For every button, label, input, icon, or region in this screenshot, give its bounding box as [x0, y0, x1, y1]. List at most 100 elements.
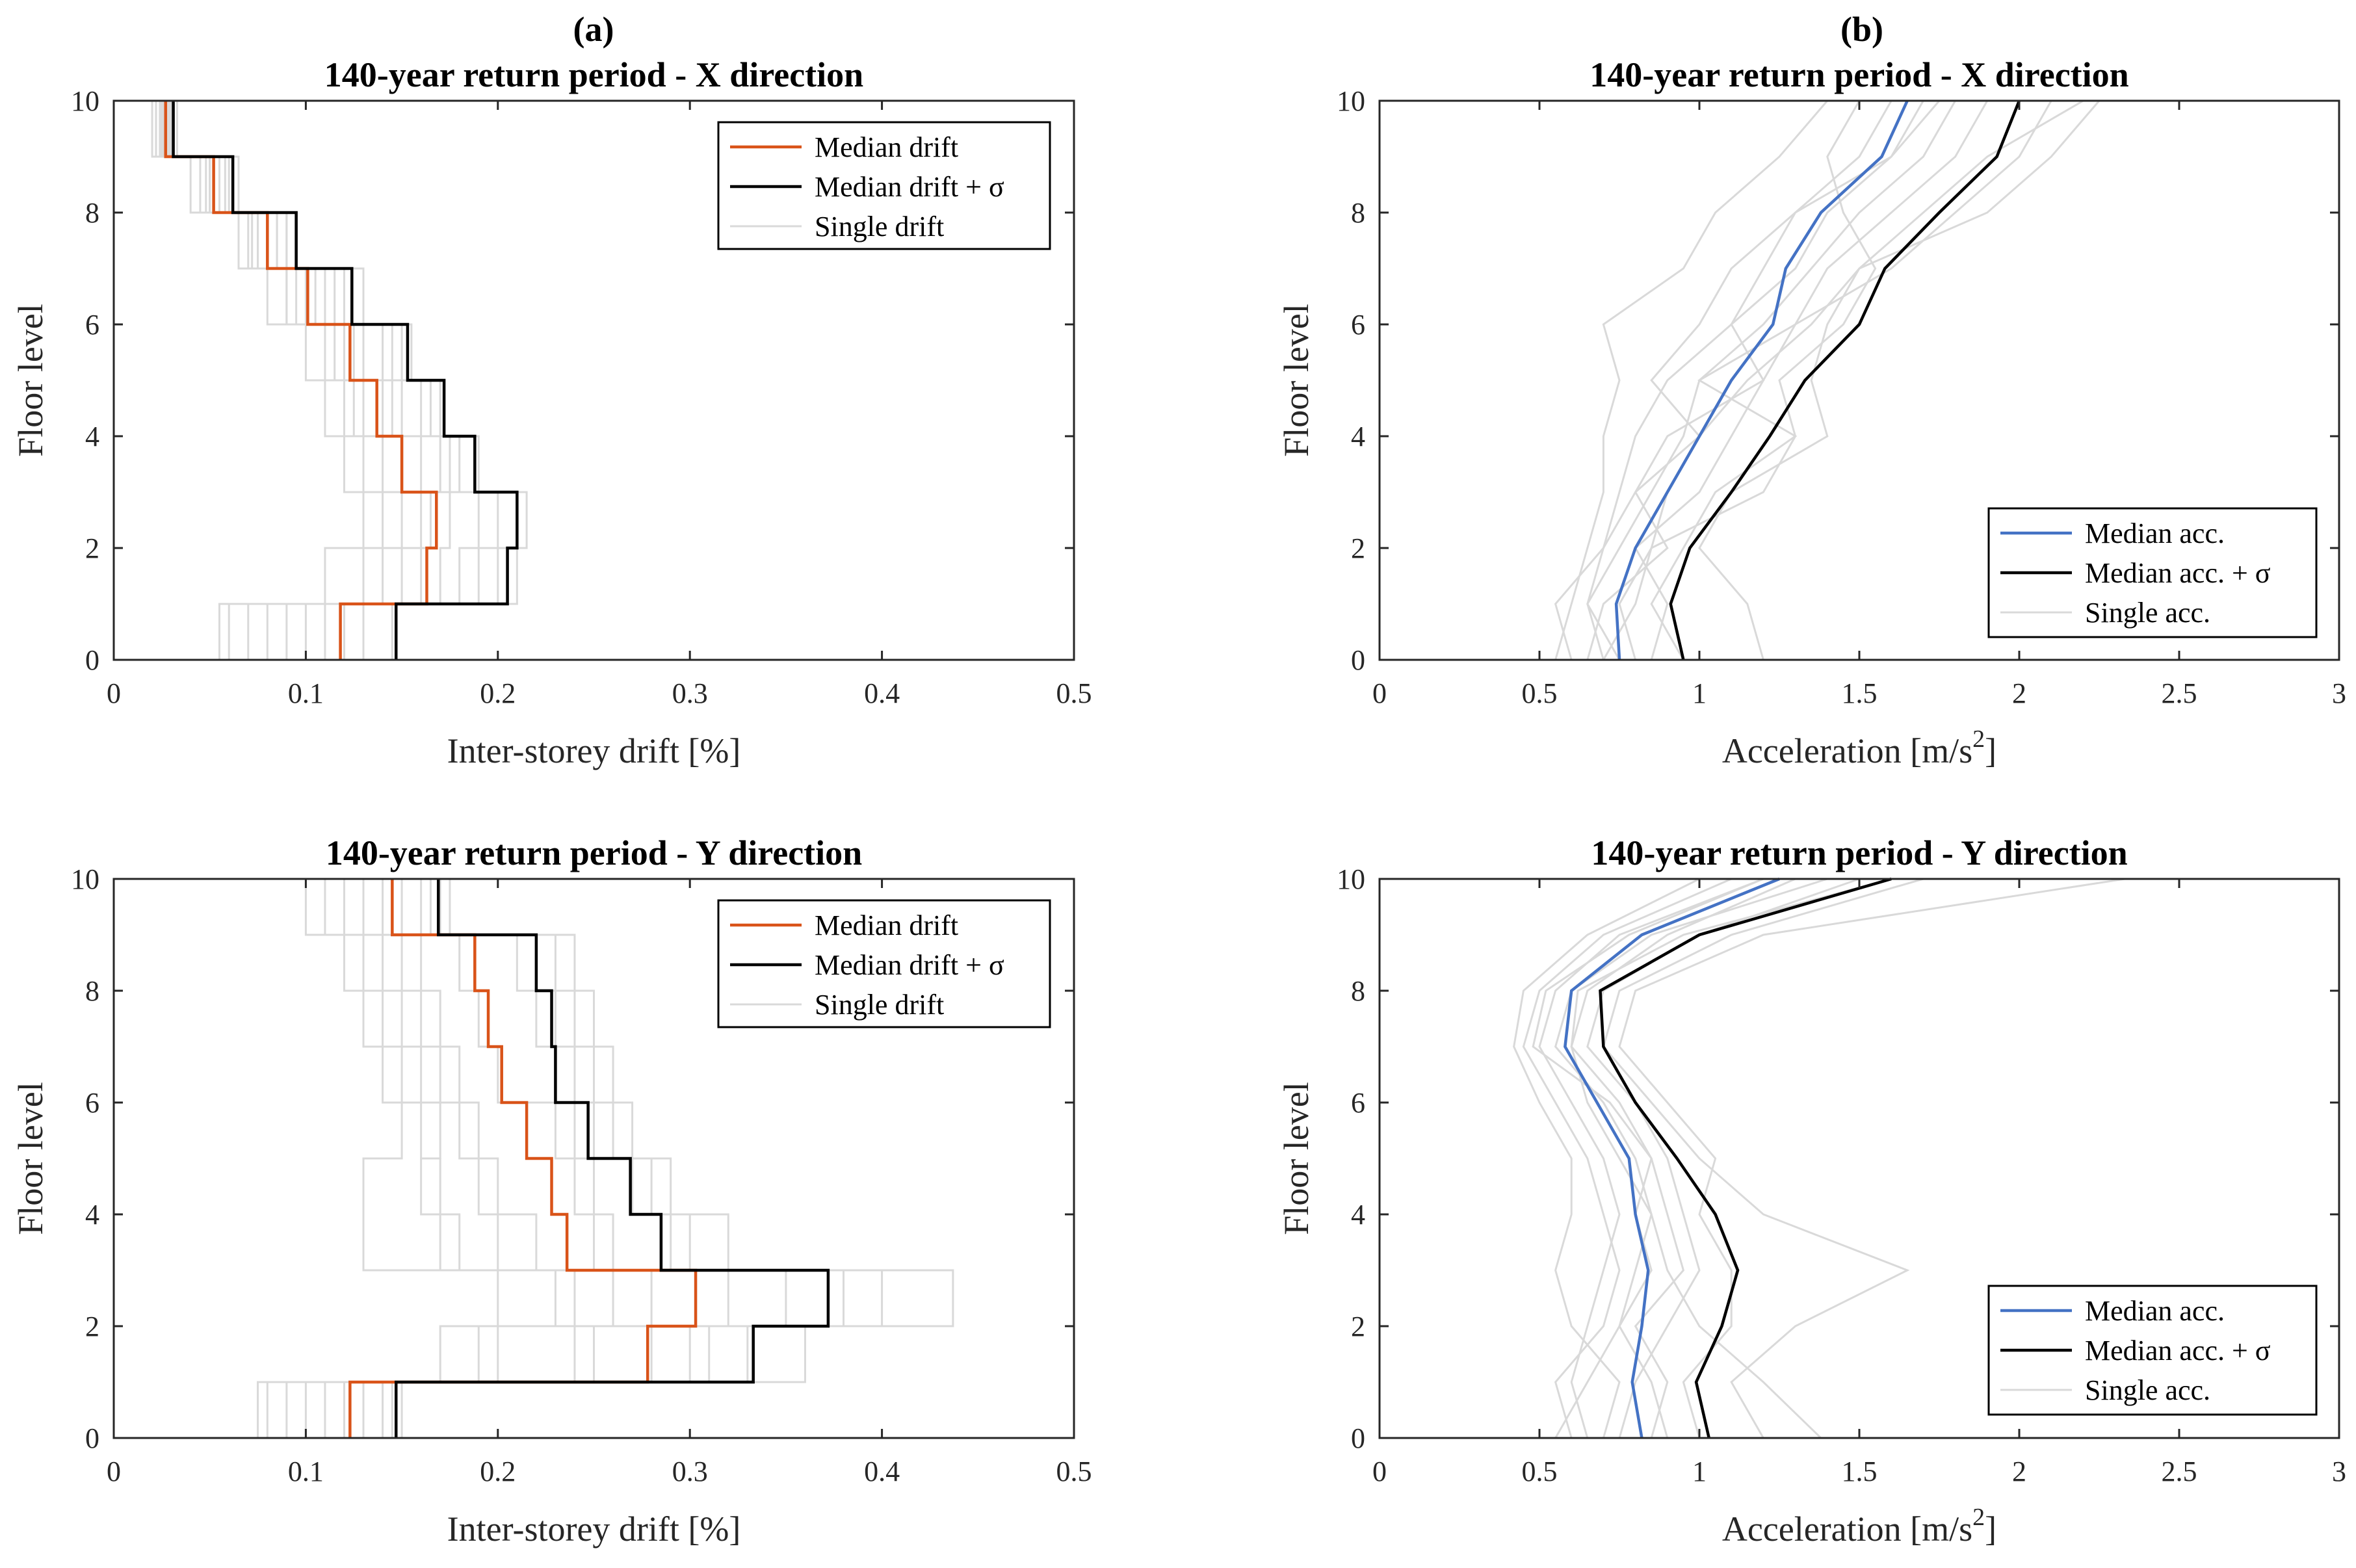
single-line-6 [1554, 100, 1828, 660]
legend-median-acc: Median acc. [2085, 517, 2225, 549]
drift-y-chart: 0 0.1 0.2 0.3 0.4 0.5 0 2 4 6 8 10 140-year return p… [11, 833, 1092, 1548]
x-tick-label: 2 [2012, 1456, 2026, 1487]
x-axis-label-end: ] [1985, 731, 1996, 770]
single-line-10 [1532, 878, 1764, 1439]
median-acc-line [1614, 100, 1909, 660]
y-tick-label: 0 [85, 644, 99, 676]
median-drift-sigma-line [394, 879, 830, 1438]
acceleration-x-chart: 0 0.5 1 1.5 2 2.5 3 0 2 4 6 8 10 140-year return peri… [1277, 55, 2346, 770]
x-tick-label: 0.5 [1522, 1456, 1558, 1487]
x-axis-label-sup: 2 [1972, 725, 1985, 753]
x-axis-label-main: Acceleration [m/s [1722, 731, 1972, 770]
y-tick-label: 0 [1351, 644, 1365, 676]
median-drift-line [164, 101, 438, 660]
legend-single-acc: Single acc. [2085, 597, 2210, 629]
y-tick-label: 4 [1351, 421, 1365, 452]
legend-single-drift: Single drift [815, 211, 944, 242]
y-tick-label: 6 [85, 309, 99, 341]
median-acc-sigma-line [1599, 877, 1892, 1439]
y-axis-label: Floor level [11, 1082, 50, 1235]
x-tick-label: 0.1 [288, 1456, 324, 1487]
legend-box [717, 899, 1051, 1028]
y-tick-label: 6 [1351, 1087, 1365, 1119]
y-tick-label: 0 [1351, 1422, 1365, 1454]
y-tick-label: 10 [71, 863, 99, 895]
x-tick-label: 3 [2332, 677, 2346, 709]
x-axis-label-main: Acceleration [m/s [1722, 1509, 1972, 1548]
single-line-7 [1650, 100, 2052, 660]
y-axis-label: Floor level [11, 304, 50, 456]
legend-single-acc: Single acc. [2085, 1374, 2210, 1406]
x-axis-label: Acceleration [m/s2] [1722, 725, 1996, 770]
y-tick-label: 8 [85, 975, 99, 1007]
x-tick-label: 2 [2012, 677, 2026, 709]
single-line-4 [1698, 99, 2084, 660]
median-acc-line [1564, 877, 1780, 1439]
x-tick-label: 0.4 [864, 1456, 900, 1487]
x-tick-label: 1.5 [1842, 1456, 1878, 1487]
x-tick-label: 0 [1372, 1456, 1387, 1487]
single-line-9 [266, 879, 576, 1438]
y-tick-label: 10 [1337, 863, 1365, 895]
legend-median-drift-sigma: Median drift + σ [815, 171, 1004, 203]
chart-title: 140-year return period - Y direction [326, 833, 862, 872]
x-tick-label: 0 [107, 1456, 121, 1487]
x-axis-label-end: ] [1985, 1509, 1996, 1548]
y-tick-label: 8 [85, 197, 99, 229]
single-line-6 [1538, 878, 1764, 1439]
x-axis-label: Inter-storey drift [%] [447, 731, 741, 770]
x-tick-label: 0.3 [672, 677, 708, 709]
median-acc-sigma-line [1669, 100, 2021, 660]
median-drift-line [348, 879, 698, 1438]
x-tick-label: 1 [1692, 677, 1707, 709]
single-line-4 [1513, 878, 1700, 1439]
single-line-1 [1554, 100, 1892, 660]
y-tick-label: 10 [71, 85, 99, 117]
single-line-3 [1602, 878, 1924, 1439]
panel-label-b: (b) [1840, 10, 1883, 49]
x-tick-label: 0.1 [288, 677, 324, 709]
chart-title: 140-year return period - X direction [324, 55, 863, 94]
single-line-8 [1618, 100, 1877, 660]
drift-x-chart: 0 0.1 0.2 0.3 0.4 0.5 0 2 4 6 8 10 140-year return p… [11, 55, 1092, 770]
axes-box [112, 99, 1075, 661]
x-tick-label: 1 [1692, 1456, 1707, 1487]
x-axis-label: Acceleration [m/s2] [1722, 1504, 1996, 1548]
y-tick-label: 4 [1351, 1199, 1365, 1231]
x-tick-label: 0.5 [1056, 1456, 1092, 1487]
x-axis-label: Inter-storey drift [%] [447, 1509, 741, 1548]
axes-box [112, 878, 1075, 1439]
x-tick-label: 1.5 [1842, 677, 1878, 709]
x-tick-label: 2.5 [2162, 1456, 2197, 1487]
chart-title: 140-year return period - X direction [1590, 55, 2128, 94]
y-tick-label: 6 [1351, 309, 1365, 341]
y-tick-label: 10 [1337, 85, 1365, 117]
x-tick-label: 0.2 [480, 677, 516, 709]
x-tick-label: 0.5 [1522, 677, 1558, 709]
legend-median-drift: Median drift [815, 131, 958, 163]
y-tick-label: 4 [85, 1199, 99, 1231]
x-tick-label: 0 [107, 677, 121, 709]
x-tick-label: 0.3 [672, 1456, 708, 1487]
legend-median-drift: Median drift [815, 909, 958, 941]
single-line-7 [1554, 878, 1828, 1439]
median-drift-sigma-line [172, 101, 519, 660]
x-tick-label: 0.5 [1056, 677, 1092, 709]
y-tick-label: 2 [1351, 1311, 1365, 1342]
legend-median-acc: Median acc. [2085, 1295, 2225, 1327]
x-axis-label-sup: 2 [1972, 1504, 1985, 1531]
y-tick-label: 2 [85, 1311, 99, 1342]
single-line-9 [1603, 100, 2101, 660]
single-line-6 [304, 879, 499, 1438]
y-tick-label: 8 [1351, 975, 1365, 1007]
x-tick-label: 0.2 [480, 1456, 516, 1487]
y-axis-label: Floor level [1277, 304, 1316, 456]
legend-median-drift-sigma: Median drift + σ [815, 949, 1004, 981]
y-axis-label: Floor level [1277, 1082, 1316, 1235]
y-tick-label: 6 [85, 1087, 99, 1119]
chart-title: 140-year return period - Y direction [1591, 833, 2127, 872]
x-tick-label: 3 [2332, 1456, 2346, 1487]
single-line-7 [362, 879, 614, 1438]
y-tick-label: 0 [85, 1422, 99, 1454]
